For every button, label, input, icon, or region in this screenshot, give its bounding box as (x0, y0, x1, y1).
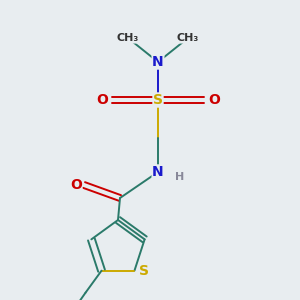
Text: O: O (96, 93, 108, 107)
Text: CH₃: CH₃ (177, 33, 199, 43)
Text: S: S (153, 93, 163, 107)
Text: N: N (152, 165, 164, 179)
Text: O: O (70, 178, 82, 192)
Text: CH₃: CH₃ (117, 33, 139, 43)
Text: H: H (176, 172, 184, 182)
Text: O: O (208, 93, 220, 107)
Text: N: N (152, 55, 164, 69)
Text: S: S (140, 264, 149, 278)
